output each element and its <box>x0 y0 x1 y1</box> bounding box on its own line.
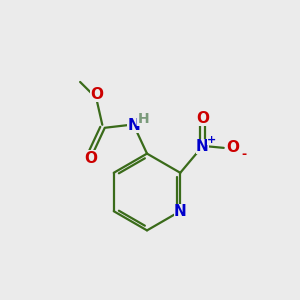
Text: H: H <box>137 112 149 126</box>
Text: O: O <box>84 151 97 166</box>
Text: N: N <box>127 118 140 133</box>
Text: O: O <box>226 140 239 155</box>
Text: O: O <box>196 111 209 126</box>
Text: N: N <box>174 204 187 219</box>
Text: O: O <box>91 87 103 102</box>
Text: +: + <box>207 135 216 145</box>
Text: -: - <box>241 148 246 161</box>
Text: N: N <box>196 139 209 154</box>
